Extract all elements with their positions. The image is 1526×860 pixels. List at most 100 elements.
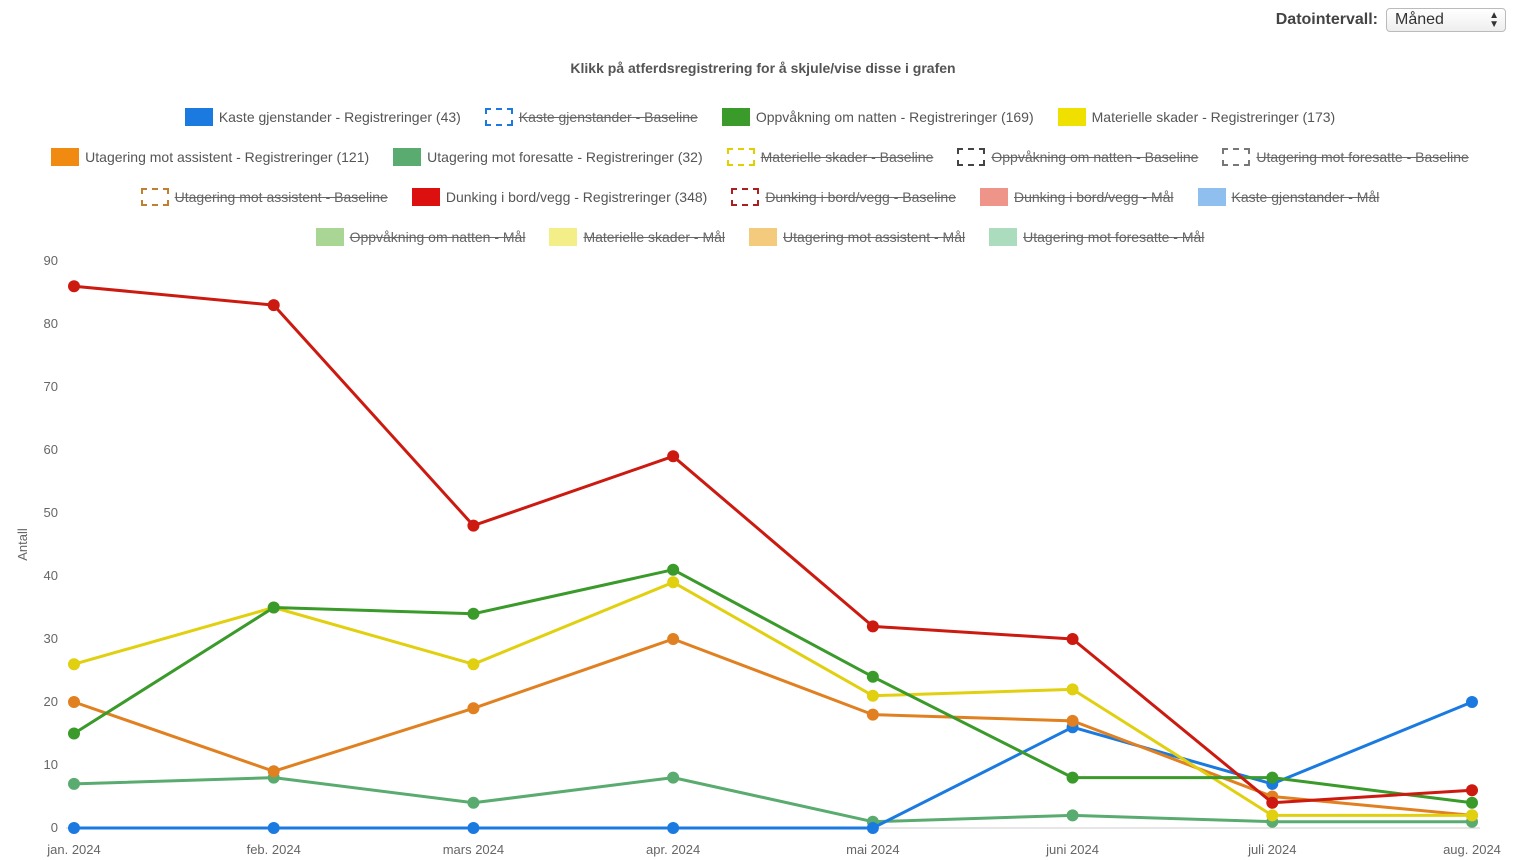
data-point (1466, 809, 1478, 822)
data-point (667, 771, 680, 784)
legend-swatch (51, 148, 80, 166)
legend-swatch (411, 188, 440, 206)
legend-item[interactable]: Dunking i bord/vegg - Mål (979, 186, 1174, 208)
legend-swatch (315, 228, 344, 246)
legend-item[interactable]: Utagering mot foresatte - Mål (989, 226, 1204, 248)
data-point (267, 765, 280, 778)
legend-item[interactable]: Dunking i bord/vegg - Registreringer (34… (411, 186, 707, 208)
data-point (1466, 696, 1478, 708)
legend-swatch (731, 188, 760, 206)
data-point (866, 620, 879, 633)
y-tick-label: 30 (44, 631, 58, 646)
data-point (68, 658, 80, 671)
legend-item[interactable]: Kaste gjenstander - Mål (1197, 186, 1380, 208)
legend-label: Utagering mot assistent - Mål (783, 229, 966, 245)
data-point (467, 822, 480, 834)
legend-label: Materielle skader - Mål (583, 229, 726, 245)
data-point (68, 777, 80, 790)
legend-label: Oppvåkning om natten - Registreringer (1… (755, 109, 1034, 125)
data-point (68, 696, 80, 708)
x-tick-label: mai 2024 (846, 842, 899, 857)
data-point (467, 702, 480, 715)
interval-select[interactable]: Måned ▲ ▼ (1386, 8, 1506, 32)
data-point (866, 689, 879, 702)
data-point (1066, 771, 1079, 784)
y-tick-label: 20 (44, 694, 58, 709)
legend-label: Materielle skader - Baseline (760, 149, 934, 165)
x-tick-label: feb. 2024 (247, 842, 301, 857)
legend-swatch (1197, 188, 1226, 206)
legend-item[interactable]: Oppvåkning om natten - Baseline (957, 146, 1198, 168)
x-tick-label: juli 2024 (1247, 842, 1296, 857)
interval-label: Datointervall: (1275, 11, 1378, 28)
legend-item[interactable]: Kaste gjenstander - Registreringer (43) (184, 106, 461, 128)
legend-item[interactable]: Utagering mot assistent - Registreringer… (51, 146, 369, 168)
legend-item[interactable]: Utagering mot foresatte - Baseline (1222, 146, 1469, 168)
interval-select-value: Måned (1395, 11, 1444, 28)
legend-item[interactable]: Dunking i bord/vegg - Baseline (731, 186, 956, 208)
legend-label: Utagering mot foresatte - Baseline (1256, 149, 1469, 165)
data-point (267, 299, 280, 312)
data-point (1066, 714, 1079, 727)
legend-hint: Klikk på atferdsregistrering for å skjul… (570, 60, 956, 76)
legend-item[interactable]: Oppvåkning om natten - Mål (315, 226, 526, 248)
legend-label: Oppvåkning om natten - Mål (349, 229, 526, 245)
legend-item[interactable]: Materielle skader - Registreringer (173) (1057, 106, 1335, 128)
data-point (667, 563, 680, 576)
data-point (667, 633, 680, 645)
x-tick-label: jan. 2024 (46, 842, 101, 857)
y-tick-label: 80 (44, 316, 58, 331)
select-arrows-icon: ▲ ▼ (1489, 10, 1499, 30)
data-point (866, 822, 879, 834)
legend-swatch (549, 228, 578, 246)
legend-label: Utagering mot assistent - Registreringer… (85, 149, 370, 165)
legend-label: Utagering mot foresatte - Mål (1023, 229, 1205, 245)
y-tick-label: 10 (44, 757, 58, 772)
data-point (866, 670, 879, 683)
y-tick-label: 90 (44, 253, 58, 268)
x-tick-label: aug. 2024 (1443, 842, 1501, 857)
legend-item[interactable]: Kaste gjenstander - Baseline (484, 106, 698, 128)
series-line (72, 776, 1474, 824)
legend: Kaste gjenstander - Registreringer (43) K… (30, 106, 1490, 248)
line-chart: 0 10 20 30 40 50 60 70 80 90 jan. 2024 feb. 2024 mar… (15, 253, 1501, 857)
x-tick-label: juni 2024 (1045, 842, 1099, 857)
data-point (467, 658, 480, 671)
legend-label: Kaste gjenstander - Registreringer (43) (218, 109, 461, 125)
data-point (1066, 633, 1079, 645)
data-point (1266, 796, 1279, 809)
data-point (1466, 796, 1478, 809)
legend-item[interactable]: Materielle skader - Baseline (726, 146, 934, 168)
legend-item[interactable]: Utagering mot foresatte - Registreringer… (393, 146, 703, 168)
data-point (467, 519, 480, 532)
legend-swatch (726, 148, 755, 166)
legend-label: Kaste gjenstander - Mål (1231, 189, 1380, 205)
data-point (1466, 784, 1478, 797)
data-point (267, 601, 280, 614)
legend-swatch (393, 148, 422, 166)
data-point (68, 280, 80, 293)
data-point (68, 822, 80, 834)
legend-label: Dunking i bord/vegg - Baseline (765, 189, 956, 205)
interval-control: Datointervall: Måned ▲ ▼ (1276, 8, 1506, 32)
x-tick-label: mars 2024 (443, 842, 504, 857)
legend-swatch (957, 148, 986, 166)
legend-swatch (989, 228, 1018, 246)
legend-label: Utagering mot assistent - Baseline (174, 189, 388, 205)
legend-item[interactable]: Materielle skader - Mål (549, 226, 725, 248)
legend-swatch (184, 108, 213, 126)
legend-label: Utagering mot foresatte - Registreringer… (427, 149, 703, 165)
data-point (1066, 809, 1079, 822)
data-point (1266, 809, 1279, 822)
legend-item[interactable]: Utagering mot assistent - Baseline (140, 186, 388, 208)
series-line (72, 637, 1474, 817)
y-tick-label: 70 (44, 379, 58, 394)
legend-item[interactable]: Oppvåkning om natten - Registreringer (1… (721, 106, 1034, 128)
y-axis-title: Antall (15, 528, 30, 561)
data-point (467, 796, 480, 809)
data-point (667, 450, 680, 463)
legend-swatch (1222, 148, 1251, 166)
legend-item[interactable]: Utagering mot assistent - Mål (749, 226, 965, 248)
legend-swatch (749, 228, 778, 246)
y-tick-label: 50 (44, 505, 58, 520)
